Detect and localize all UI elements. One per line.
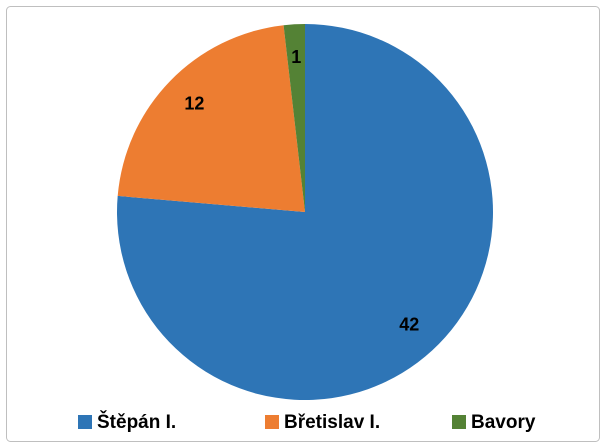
legend-swatch bbox=[78, 415, 92, 429]
pie-slice bbox=[117, 25, 305, 212]
data-label: 1 bbox=[291, 47, 301, 67]
data-label: 42 bbox=[399, 314, 419, 334]
data-label: 12 bbox=[184, 93, 204, 113]
legend-label: Břetislav I. bbox=[284, 412, 380, 433]
legend-label: Bavory bbox=[471, 412, 536, 433]
legend-swatch bbox=[452, 415, 466, 429]
legend-label: Štěpán I. bbox=[97, 411, 176, 433]
legend-swatch bbox=[265, 415, 279, 429]
pie-slice bbox=[283, 24, 305, 212]
